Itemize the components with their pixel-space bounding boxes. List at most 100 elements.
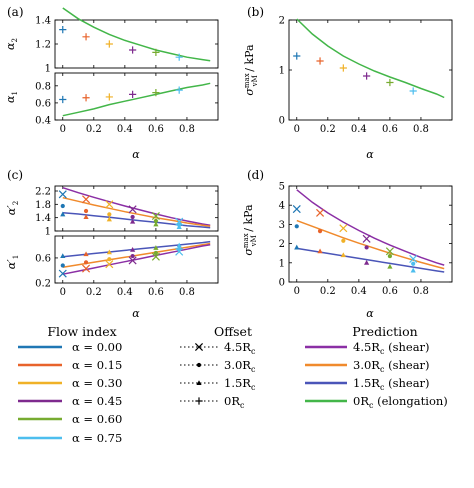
data-point (175, 217, 184, 226)
y-tick-label: 0.2 (35, 279, 51, 290)
legend-sub: c (380, 383, 385, 392)
legend-sub: c (380, 365, 385, 374)
x-tick-label: 0.4 (351, 124, 367, 135)
legend-sub: c (251, 383, 256, 392)
y-tick-label: 0.8 (35, 81, 51, 92)
legend-sub: c (251, 347, 256, 356)
prediction-curve (62, 7, 211, 62)
data-point (107, 257, 112, 262)
y-tick-label: 2.2 (35, 187, 51, 198)
x-tick-label: 0.2 (320, 124, 336, 135)
legend-item-offset: 3.0Rc (224, 358, 256, 374)
x-axis-label: α (132, 307, 140, 320)
prediction-curve (62, 211, 211, 229)
legend-label: 0R (353, 394, 369, 408)
data-point (175, 247, 184, 256)
x-tick-label: 0.4 (351, 286, 367, 297)
subplot: 0.4 0.6 0.8 0 0.2 0.4 0.6 0.8 α1 (4, 72, 219, 135)
y-tick-label: 1.4 (35, 16, 51, 27)
prediction-curve (62, 82, 211, 117)
panel-letter: (b) (247, 5, 264, 19)
y-axis-label: α1 (4, 91, 19, 103)
x-tick-label: 0.8 (179, 287, 195, 298)
axes-frame (288, 185, 453, 283)
legend-item-offset: 1.5Rc (224, 376, 256, 392)
y-axis-symbol: σ (242, 248, 255, 256)
data-point (105, 40, 113, 48)
y-tick-label: 1 (279, 66, 285, 77)
y-axis-label: α′1 (5, 255, 20, 269)
data-point (364, 260, 370, 265)
data-point (317, 229, 323, 234)
data-point (409, 87, 417, 95)
x-tick-label: 0 (60, 124, 66, 135)
data-point (176, 242, 182, 248)
y-tick-label: 1 (45, 227, 51, 238)
data-point (128, 256, 137, 265)
data-point (105, 260, 114, 269)
data-point (130, 246, 136, 252)
x-tick-label: 0.8 (179, 124, 195, 135)
y-axis-sub: 2 (11, 38, 19, 42)
data-point (129, 90, 137, 98)
data-point (130, 218, 136, 224)
legend-sub: c (369, 401, 374, 410)
y-tick-label: 0 (279, 116, 285, 127)
legend-marker (196, 380, 202, 385)
y-tick-label: 1 (279, 258, 285, 269)
y-axis-label: σmaxvM / kPa (243, 44, 259, 96)
data-point (83, 251, 89, 257)
data-point (316, 57, 324, 65)
prediction-curve (296, 18, 445, 99)
y-tick-label: 0.6 (35, 98, 51, 109)
data-point (364, 245, 369, 250)
x-tick-label: 0 (60, 287, 66, 298)
x-tick-label: 0 (294, 286, 300, 297)
legend-item-prediction: 4.5Rc (shear) (353, 340, 430, 356)
y-axis-sub: 2 (12, 201, 20, 205)
data-point (294, 244, 300, 250)
x-tick-label: 0.8 (413, 124, 429, 135)
data-point (386, 78, 394, 87)
x-tick-label: 0.2 (320, 286, 336, 297)
x-tick-label: 0.6 (382, 286, 398, 297)
x-tick-label: 0.2 (86, 287, 102, 298)
subplot: 1 1.4 1.8 2.2 α′2 (5, 185, 219, 238)
legend-item-flow-index: α = 0.75 (72, 431, 122, 445)
data-point (60, 203, 65, 209)
legend-suffix: (shear) (384, 340, 429, 354)
y-tick-label: 0.6 (35, 253, 51, 264)
legend-sub: c (380, 347, 385, 356)
panel-letter: (d) (247, 168, 264, 182)
legend-header-prediction: Prediction (352, 324, 417, 339)
data-point (58, 190, 67, 199)
subplot: 0 1 2 0 0.2 0.4 0.6 0.8 σmaxvM / kPa (243, 16, 453, 135)
legend-sub: c (240, 401, 245, 410)
data-point (128, 205, 137, 214)
data-point (153, 250, 159, 256)
y-tick-label: 1.4 (35, 213, 51, 224)
data-point (175, 53, 183, 61)
panel-letter: (c) (7, 168, 23, 182)
prediction-curve (296, 247, 445, 273)
data-point (107, 212, 112, 217)
data-point (60, 253, 66, 259)
y-axis-label: α2 (4, 38, 19, 50)
prediction-curve (62, 244, 211, 275)
data-point (385, 247, 394, 256)
data-point (341, 238, 346, 243)
legend-label: 4.5R (353, 340, 380, 354)
y-axis-symbol: α (4, 95, 17, 103)
x-tick-label: 0.6 (382, 124, 398, 135)
data-point (82, 94, 90, 102)
data-point (316, 208, 325, 217)
y-axis-units: / kPa (242, 204, 255, 235)
legend-item-flow-index: α = 0.15 (72, 358, 122, 372)
data-point (175, 86, 183, 94)
legend-item-prediction: 0Rc (elongation) (353, 394, 448, 410)
data-point (58, 269, 67, 278)
legend-item-flow-index: α = 0.60 (72, 412, 122, 426)
